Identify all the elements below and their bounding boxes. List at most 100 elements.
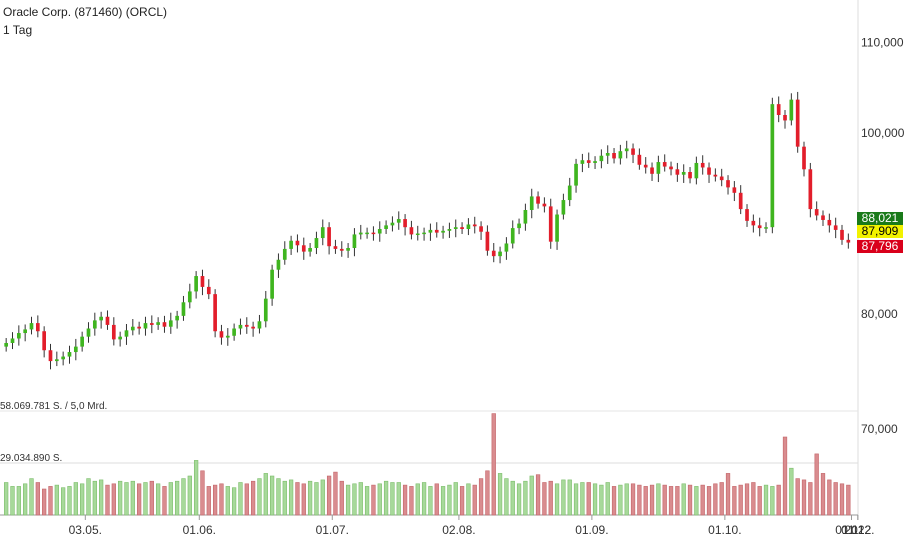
volume-bar <box>415 483 420 516</box>
volume-bar <box>73 482 78 516</box>
volume-bar <box>54 484 59 516</box>
volume-bar <box>662 484 667 516</box>
volume-bar <box>497 473 503 516</box>
candle-body <box>289 240 293 249</box>
candle-body <box>681 172 686 175</box>
candle-body <box>358 232 363 235</box>
volume-bar <box>29 478 34 516</box>
candle-body <box>80 336 84 347</box>
candle-body <box>377 229 382 234</box>
candle-body <box>643 164 648 168</box>
candle-body <box>168 320 173 327</box>
candle-body <box>143 323 148 329</box>
candle-body <box>574 163 578 186</box>
y-tick-label: 100,000 <box>861 126 905 140</box>
volume-bar <box>440 486 446 516</box>
volume-bar <box>396 482 401 516</box>
volume-bar <box>605 482 610 516</box>
candle-body <box>529 196 534 210</box>
candle-body <box>118 336 122 340</box>
volume-bar <box>231 487 237 516</box>
volume-bar <box>751 482 756 516</box>
volume-bar <box>820 473 826 516</box>
candle-body <box>213 294 217 332</box>
volume-bar <box>124 482 129 516</box>
candle-body <box>491 250 496 257</box>
volume-bar <box>548 480 553 516</box>
volume-bar <box>643 486 648 516</box>
candle-body <box>73 346 78 353</box>
volume-bar <box>599 484 604 516</box>
candle-body <box>149 323 154 325</box>
volume-bar <box>174 480 180 516</box>
candle-body <box>770 104 775 228</box>
volume-bar <box>776 484 781 516</box>
candle-body <box>789 99 794 121</box>
x-tick-label: 01.07. <box>316 523 349 537</box>
volume-bar <box>371 484 376 516</box>
candle-body <box>194 276 198 292</box>
volume-bar <box>554 483 560 516</box>
x-tick-label: 01.11. <box>835 523 867 537</box>
candle-body <box>795 99 800 147</box>
candle-body <box>523 210 528 224</box>
volume-bar <box>16 486 21 516</box>
candle-body <box>54 359 59 362</box>
volume-bar <box>523 480 528 516</box>
candle-body <box>225 335 230 338</box>
volume-bar <box>383 480 389 516</box>
candle-body <box>719 176 724 181</box>
period-label: 1 Tag <box>3 23 33 37</box>
volume-bar <box>453 482 458 516</box>
volume-bar <box>668 486 674 516</box>
volume-label-max: 58.069.781 S. / 5,0 Mrd. <box>0 401 107 412</box>
candle-body <box>700 162 705 168</box>
volume-label-half: 29.034.890 S. <box>0 453 62 464</box>
volume-bar <box>390 482 395 516</box>
candle-body <box>827 219 832 226</box>
candle-body <box>561 200 566 215</box>
candle-body <box>409 227 414 235</box>
volume-bar <box>637 484 642 516</box>
candle-body <box>498 251 502 257</box>
y-tick-label: 110,000 <box>861 36 904 50</box>
volume-bar <box>92 480 97 516</box>
volume-bar <box>352 483 357 516</box>
x-tick-label: 01.09. <box>575 523 608 537</box>
candle-body <box>821 215 825 220</box>
volume-bar <box>573 483 579 516</box>
volume-bar <box>339 480 344 516</box>
volume-bar <box>801 479 807 516</box>
candle-body <box>618 151 623 159</box>
volume-bar <box>706 486 712 516</box>
candle-body <box>308 248 312 252</box>
candle-body <box>510 228 515 244</box>
candle-body <box>339 248 344 251</box>
candle-body <box>745 209 749 221</box>
volume-bar <box>80 483 85 516</box>
volume-bar <box>827 479 832 516</box>
volume-bar <box>542 482 547 516</box>
candle-body <box>257 321 262 329</box>
volume-bar <box>409 486 414 516</box>
candle-body <box>840 229 844 240</box>
candle-body <box>301 245 306 252</box>
candle-body <box>67 352 72 357</box>
volume-bars <box>4 413 851 516</box>
candle-body <box>92 320 97 329</box>
candle-body <box>403 219 407 228</box>
candle-body <box>631 148 635 155</box>
candle-body <box>593 161 597 163</box>
x-tick-label: 01.12. <box>841 523 874 537</box>
volume-bar <box>263 473 268 516</box>
candle-body <box>536 196 540 204</box>
candle-body <box>23 329 27 334</box>
volume-bar <box>314 482 319 516</box>
candle-body <box>320 227 325 239</box>
candle-body <box>295 240 300 246</box>
candle-body <box>4 343 9 347</box>
volume-bar <box>687 484 693 516</box>
candle-body <box>757 225 762 229</box>
candle-body <box>624 148 629 152</box>
